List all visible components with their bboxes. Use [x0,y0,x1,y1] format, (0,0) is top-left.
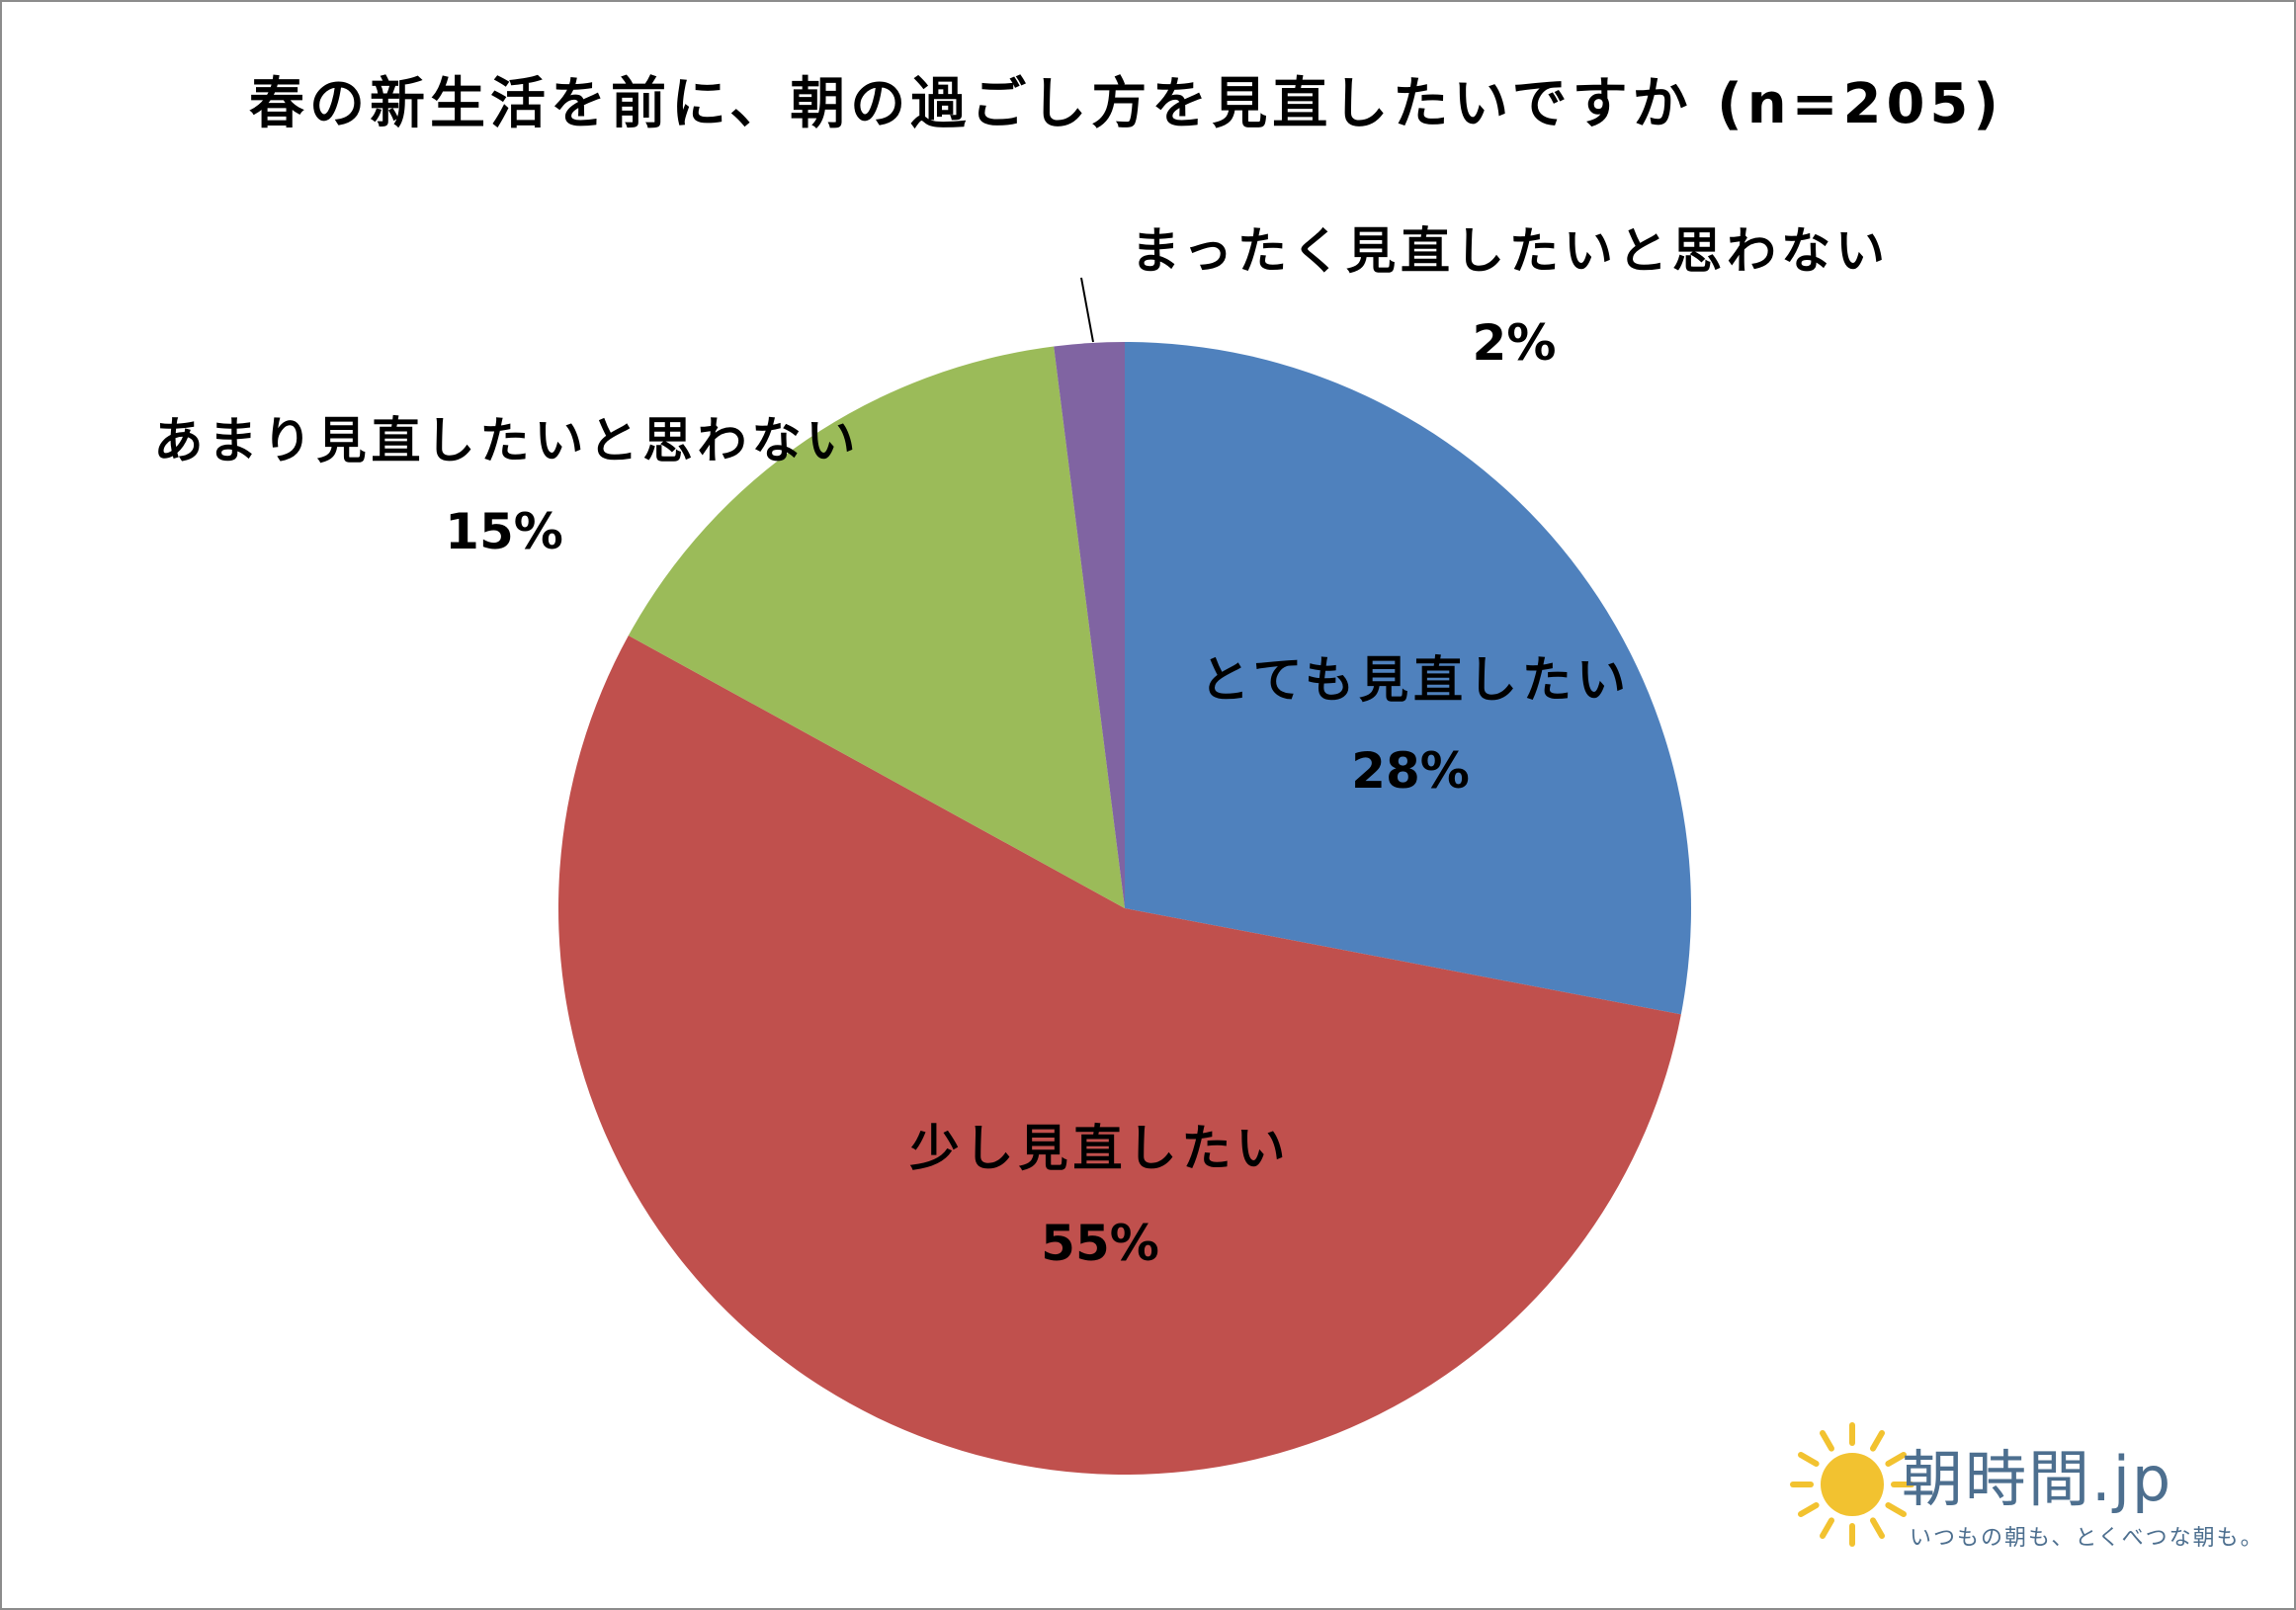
slice-value-label-1: 55% [1041,1215,1159,1272]
sun-ray [1798,1452,1820,1467]
pie-slice-3 [1054,342,1125,908]
sun-icon [1790,1422,1914,1547]
chart-title: 春の新生活を前に、朝の過ごし方を見直したいですか (n=205) [248,72,2003,136]
leader-line [1080,277,1094,343]
pie-slice-1 [557,635,1681,1476]
pie-slice-0 [1125,342,1691,1015]
sun-disc [1821,1453,1884,1516]
sun-ray [1885,1502,1907,1517]
slice-value-label-3: 2% [1472,314,1557,372]
logo-tagline: いつもの朝も、とくべつな朝も。 [1910,1526,2264,1551]
slice-label-1: 少し見直したい [909,1120,1291,1177]
slice-label-0: とても見直したい [1200,651,1631,709]
slice-value-label-0: 28% [1351,742,1470,800]
sun-ray [1870,1430,1885,1452]
sun-ray [1885,1452,1907,1467]
sun-ray [1798,1502,1820,1517]
logo-name: 朝時間.jp [1902,1443,2173,1515]
slice-label-2: あまり見直したいと思わない [153,412,861,469]
pie-slice-2 [628,346,1125,908]
sun-ray [1820,1430,1834,1452]
slice-value-label-2: 15% [445,503,563,560]
sun-ray [1820,1517,1834,1539]
sun-ray [1870,1517,1885,1539]
slice-label-3: まったく見直したいと思わない [1131,222,1890,280]
